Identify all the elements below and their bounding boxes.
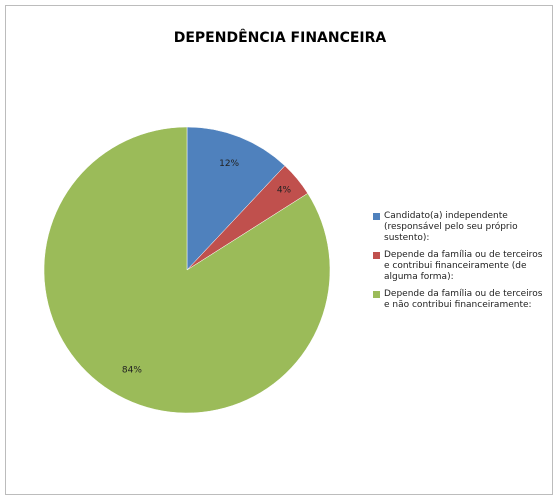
legend-label: Depende da família ou de terceiros e con… [384,250,543,282]
data-label: 12% [219,159,239,169]
pie-slice [186,126,286,271]
legend-swatch [373,252,380,259]
legend-label: Depende da família ou de terceiros e não… [384,289,543,310]
legend-label: Candidato(a) independente (responsável p… [384,211,518,243]
legend-swatch [373,291,380,298]
chart-title: DEPENDÊNCIA FINANCEIRA [174,29,387,46]
legend-swatch [373,213,380,220]
data-label: 84% [122,366,142,376]
data-label: 4% [277,185,292,195]
pie-slice [43,126,331,414]
